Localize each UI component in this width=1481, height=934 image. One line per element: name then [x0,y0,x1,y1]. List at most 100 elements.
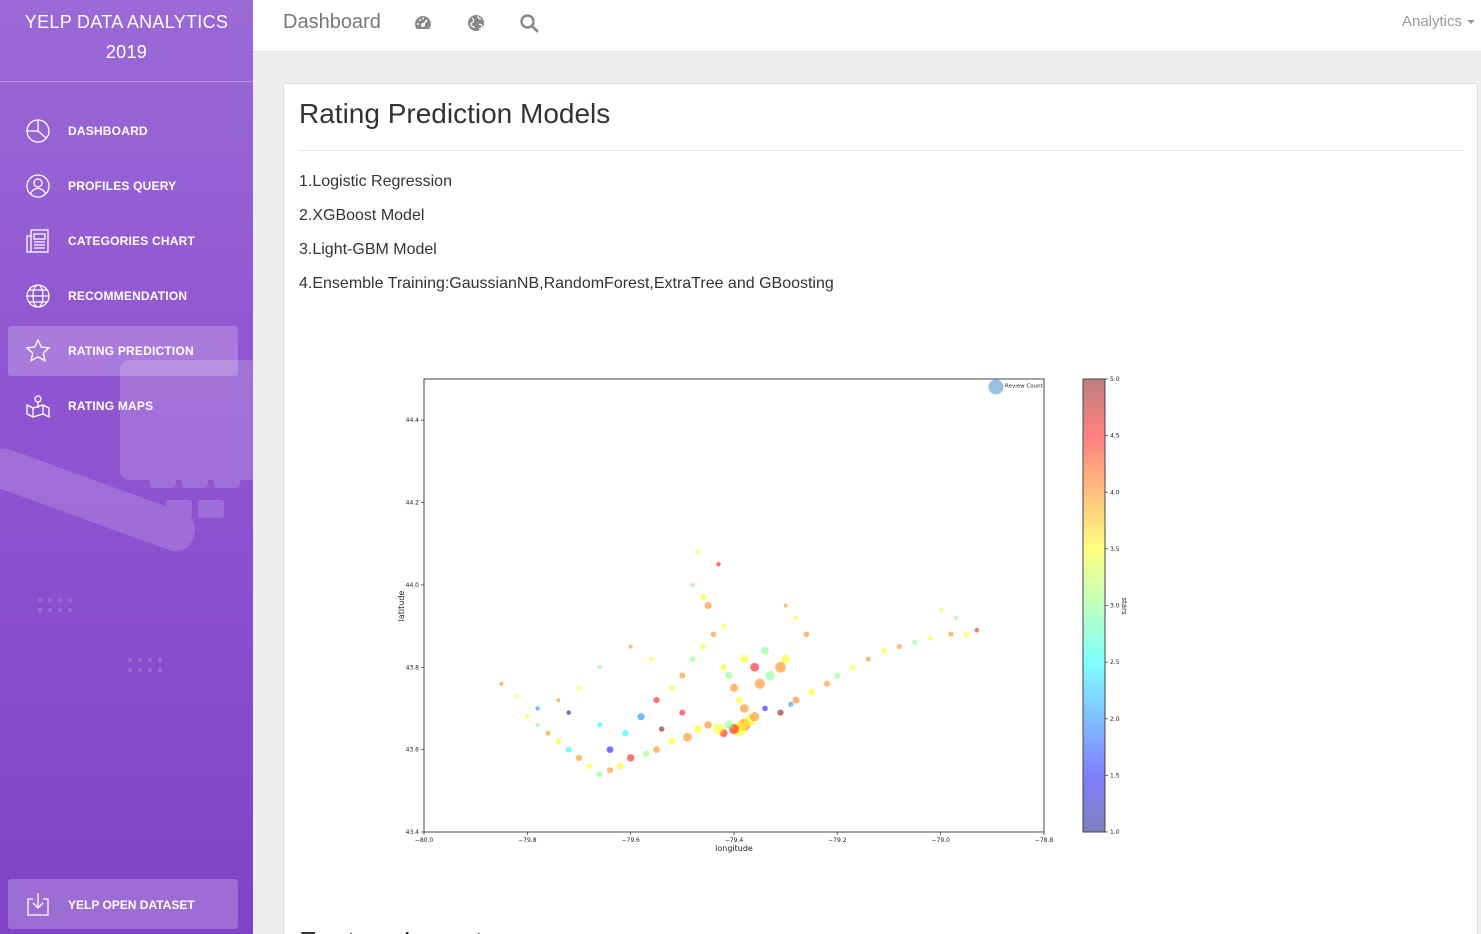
scatter-point [730,683,738,692]
scatter-point [704,721,712,729]
y-axis-label: latitude [397,591,406,622]
sidebar-item-yelp-open-dataset[interactable]: YELP OPEN DATASET [8,879,238,929]
scatter-point [653,697,660,704]
scatter-point [749,711,760,722]
scatter-point [783,603,788,608]
scatter-point [669,685,675,691]
scatter-point [781,654,791,664]
sidebar-item-dashboard[interactable]: DASHBOARD [8,106,238,156]
scatter-point [716,562,721,567]
top-navbar: Dashboard Analytics [253,0,1481,52]
scatter-point [777,709,784,716]
scatter-point [792,696,800,704]
colorbar [1082,378,1106,833]
sidebar-item-recommendation[interactable]: RECOMMENDATION [8,271,238,321]
colorbar-tick-label: 5.0 [1110,376,1120,383]
scatter-point [704,601,712,610]
sidebar-item-profiles-query[interactable]: PROFILES QUERY [8,161,238,211]
y-tick-label: 44.4 [406,417,420,424]
x-axis-ticks: −80.0 −79.8 −79.6 −79.4 −79.2 −79.0 −78.8 [415,832,1053,844]
sidebar-item-rating-prediction[interactable]: RATING PREDICTION [8,326,238,376]
scatter-point [622,729,629,737]
colorbar-ticks: 1.0 1.5 2.0 2.5 3.0 3.5 4.0 4.5 5.0 [1105,376,1120,836]
scatter-point [545,730,551,736]
scatter-point [628,644,633,649]
scatter-point [679,709,686,716]
scatter-point [928,636,933,641]
colorbar-tick-label: 4.0 [1110,489,1120,496]
scatter-point [668,737,676,745]
scatter-point [808,688,815,696]
scatter-point [535,722,540,728]
sidebar-nav: DASHBOARD PROFILES QUERY CATEGORIES CHAR… [8,106,238,436]
scatter-point [658,726,665,732]
scatter-point [823,680,831,687]
scatter-point [713,723,724,735]
map-icon [26,395,50,419]
x-tick-label: −79.0 [931,837,950,844]
scatter-point [740,655,749,664]
y-tick-label: 44.0 [406,582,420,589]
search-icon[interactable] [519,13,539,33]
colorbar-tick-label: 4.5 [1110,433,1120,440]
scatter-point [710,631,717,638]
scatter-point [606,746,614,754]
model-list-item: 3.Light-GBM Model [299,241,437,258]
model-list: 1.Logistic Regression 2.XGBoost Model 3.… [299,172,834,308]
x-axis-label: longitude [715,844,753,853]
news-icon [26,229,49,253]
download-icon [27,893,49,916]
content-card: Rating Prediction Models 1.Logistic Regr… [283,83,1478,934]
colorbar-tick-label: 1.5 [1110,772,1120,779]
scatter-point [721,623,727,629]
dashboard-gauge-icon[interactable] [413,13,433,33]
scatter-point [803,631,810,638]
analytics-dropdown[interactable]: Analytics [1402,13,1475,30]
scatter-point [643,750,650,757]
scatter-point [963,631,970,638]
navbar-title[interactable]: Dashboard [283,11,381,33]
analytics-dropdown-label: Analytics [1401,13,1462,30]
scatter-point [596,771,603,778]
scatter-point [565,746,572,753]
scatter-point [597,665,602,670]
scatter-point [912,640,918,646]
pie-chart-icon [26,119,50,143]
scatter-point [793,615,799,621]
model-list-item: 2.XGBoost Model [299,207,425,224]
scatter-point [788,701,794,707]
sidebar-item-label: CATEGORIES CHART [68,234,195,248]
sidebar-item-label: RATING MAPS [68,399,154,413]
globe-icon[interactable] [466,13,486,33]
star-icon [25,338,51,362]
y-axis-ticks: 43.4 43.6 43.8 44.0 44.2 44.4 [406,417,424,836]
colorbar-label: stars [1120,597,1128,615]
scatter-point [535,706,540,711]
scatter-point [974,627,980,633]
scatter-point [626,754,635,762]
sidebar-item-label: DASHBOARD [68,124,148,138]
scatter-point [693,725,702,734]
brand-line-1: YELP DATA ANALYTICS [24,12,229,32]
x-tick-label: −79.6 [621,837,640,844]
brand-line-2: 2019 [105,42,148,62]
scatter-point [775,661,786,673]
scatter-point [499,681,504,686]
scatter-point [649,656,654,662]
user-icon [26,174,50,198]
scatter-point [954,615,959,620]
scatter-point [834,672,841,679]
scatter-point [938,607,943,612]
scatter-point [576,685,582,691]
y-tick-label: 43.4 [406,829,420,836]
scatter-point [700,644,706,650]
scatter-point [948,631,954,637]
y-tick-label: 43.6 [406,747,420,754]
sidebar-item-categories-chart[interactable]: CATEGORIES CHART [8,216,238,266]
scatter-point [525,714,530,719]
sidebar-item-rating-maps[interactable]: RATING MAPS [8,381,238,431]
scatter-point [896,644,902,650]
scatter-point [850,664,856,671]
scatter-point [679,672,686,679]
scatter-point [566,710,571,715]
